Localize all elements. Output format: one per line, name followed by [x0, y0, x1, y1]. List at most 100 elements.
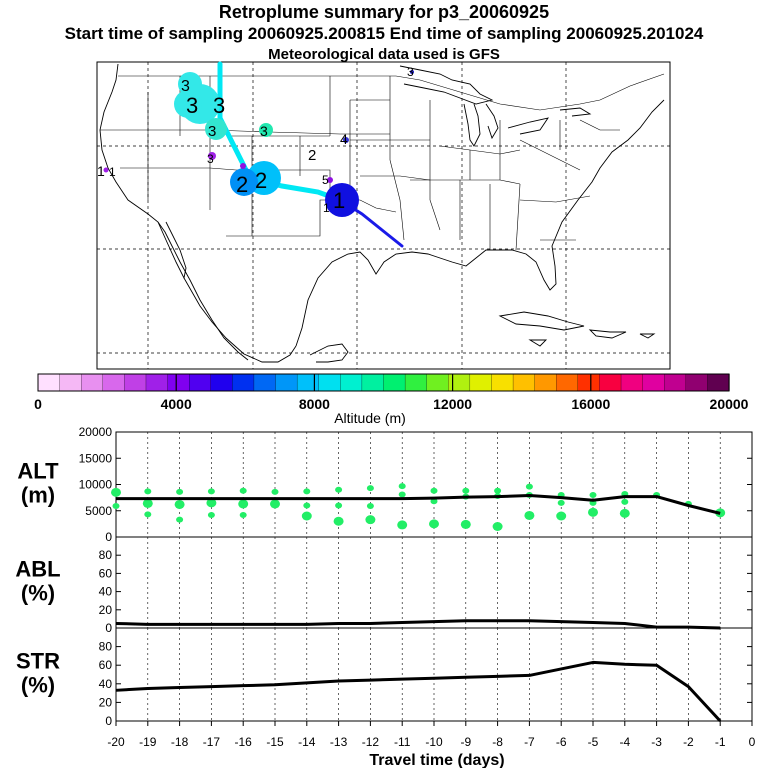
scatter-point: [366, 503, 374, 510]
colorbar-cell: [404, 373, 428, 392]
colorbar-cell: [577, 373, 601, 392]
y-axis-label: (%): [21, 673, 55, 698]
x-tick-label: -20: [107, 735, 125, 749]
scatter-point: [429, 519, 439, 529]
x-tick-label: -6: [556, 735, 567, 749]
series-line: [115, 660, 722, 723]
y-axis-label: ALT: [17, 459, 59, 484]
map-coastlines: [99, 63, 665, 363]
scatter-point: [557, 499, 565, 506]
y-tick-label: 0: [105, 714, 112, 728]
scatter-point: [239, 487, 247, 494]
colorbar-cell: [491, 373, 514, 392]
x-tick-label: -19: [139, 735, 157, 749]
colorbar-cell: [253, 373, 277, 392]
trajectory-cyan: [217, 61, 343, 203]
colorbar-cell: [232, 373, 255, 392]
series-line: [116, 494, 721, 515]
y-tick-label: 80: [99, 548, 113, 562]
colorbar-cell: [599, 373, 622, 392]
x-tick-label: -7: [524, 735, 535, 749]
map-label: 3: [260, 123, 268, 139]
scatter-point: [621, 498, 629, 505]
colorbar-cell: [685, 373, 709, 392]
scatter-point: [589, 492, 597, 498]
y-axis-label: ABL: [15, 557, 60, 582]
scatter-point: [524, 510, 535, 520]
x-tick-label: -10: [425, 735, 443, 749]
y-tick-label: 0: [105, 530, 112, 544]
y-axis-label: (m): [21, 483, 55, 508]
colorbar-cell: [318, 373, 341, 392]
x-tick-label: -5: [588, 735, 599, 749]
x-axis-label: Travel time (days): [369, 752, 504, 768]
map-label: 1: [109, 165, 116, 179]
scatter-point: [494, 487, 502, 494]
map-label: 5: [322, 173, 329, 187]
x-tick-label: -3: [651, 735, 662, 749]
colorbar-tick-label: 0: [34, 396, 42, 412]
scatter-point: [144, 511, 152, 518]
panel-alt: 0 5000 10000 15000 20000 ALT(m): [17, 425, 753, 544]
y-tick-label: 20: [99, 695, 113, 709]
scatter-point: [271, 488, 279, 495]
x-tick-label: -14: [298, 735, 316, 749]
x-tick-label: -12: [362, 735, 380, 749]
map-label: 1: [97, 163, 105, 179]
scatter-point: [430, 487, 438, 494]
scatter-point: [206, 498, 217, 508]
y-axis-label: STR: [16, 649, 60, 674]
scatter-point: [176, 488, 184, 495]
map-label: 3: [407, 65, 414, 79]
map-label: 2: [308, 147, 316, 164]
plume-labels: 3 3 3 3 3 3 2 2 2 1 1 4 5 1 1 3: [97, 65, 414, 215]
map-label: 3: [207, 152, 214, 166]
y-tick-label: 60: [99, 566, 113, 580]
timeseries-panels: 05000100001500020000ALT(m)020406080ABL(%…: [15, 425, 755, 768]
x-tick-label: -4: [619, 735, 630, 749]
y-tick-label: 0: [105, 621, 112, 635]
colorbar-cell: [81, 373, 104, 392]
y-tick-label: 20000: [79, 425, 113, 439]
scatter-point: [398, 483, 406, 490]
y-tick-label: 60: [99, 658, 113, 672]
scatter-point: [365, 515, 376, 525]
colorbar-cell: [340, 373, 363, 392]
colorbar-tick-label: 8000: [299, 396, 330, 412]
colorbar-cell: [37, 373, 61, 392]
x-tick-label: -16: [235, 735, 253, 749]
scatter-point: [142, 498, 153, 508]
colorbar-cell: [707, 373, 730, 392]
scatter-point: [462, 487, 470, 494]
scatter-point: [397, 520, 408, 530]
scatter-point: [492, 522, 503, 531]
colorbar-cell: [167, 373, 190, 392]
scatter-point: [303, 502, 311, 509]
colorbar-cell: [556, 373, 579, 392]
colorbar-cell: [664, 373, 687, 392]
y-tick-label: 20: [99, 603, 113, 617]
colorbar-tick-label: 4000: [161, 396, 192, 412]
met-data-note: Meteorological data used is GFS: [268, 46, 500, 63]
altitude-colorbar: 0 4000 8000 12000 16000 20000 Altitude (m): [34, 373, 749, 426]
scatter-point: [207, 511, 215, 518]
y-tick-label: 15000: [79, 451, 113, 465]
scatter-point: [398, 491, 406, 498]
x-tick-label: -13: [330, 735, 348, 749]
map-label: 1: [333, 188, 345, 213]
scatter-point: [525, 483, 533, 490]
plume-blobs: [103, 70, 414, 217]
colorbar-cell: [469, 373, 493, 392]
scatter-point: [112, 503, 120, 510]
colorbar-cell: [210, 373, 233, 392]
colorbar-cell: [534, 373, 557, 392]
scatter-point: [144, 488, 152, 495]
colorbar-cell: [59, 373, 82, 392]
colorbar-cell: [512, 373, 536, 392]
x-tick-label: -2: [683, 735, 694, 749]
scatter-point: [366, 485, 374, 492]
colorbar-label: Altitude (m): [334, 410, 406, 426]
x-tick-label: -15: [266, 735, 284, 749]
colorbar-tick-label: 16000: [571, 396, 610, 412]
colorbar-cell: [448, 373, 471, 392]
